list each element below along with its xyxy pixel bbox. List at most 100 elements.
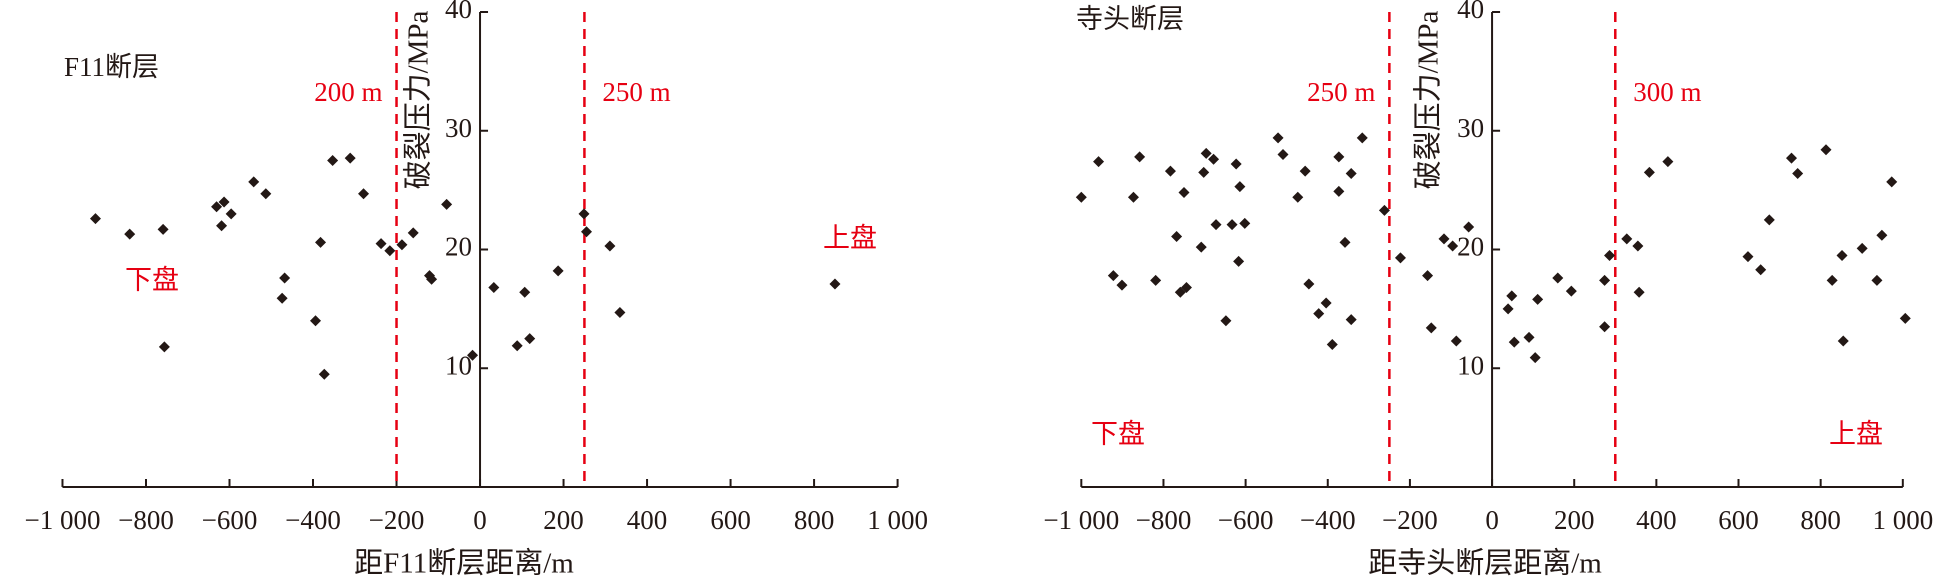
data-point [1565,285,1577,297]
data-point [1552,272,1564,284]
data-point [1621,233,1633,245]
x-tick-label: 800 [1800,505,1841,535]
y-tick-label: 30 [445,113,472,143]
data-point [1763,214,1775,226]
data-point [407,227,419,239]
hanging-wall-label: 上盘 [1829,419,1883,449]
data-point [1826,274,1838,286]
data-point [1230,158,1242,170]
data-point [1856,242,1868,254]
x-tick-label: −1 000 [24,505,100,535]
data-point [1394,252,1406,264]
y-tick-label: 20 [1457,232,1484,262]
data-point [1876,229,1888,241]
x-tick-label: −1 000 [1043,505,1119,535]
data-point [1303,278,1315,290]
data-point [1075,191,1087,203]
data-point [384,245,396,257]
data-point [1422,270,1434,282]
x-tick-label: −400 [285,505,341,535]
boundary-label: 250 m [602,77,670,107]
y-tick-label: 20 [445,232,472,262]
data-point [327,154,339,166]
data-point [1164,165,1176,177]
x-tick-label: 400 [627,505,668,535]
data-point [396,239,408,251]
data-point [519,286,531,298]
x-tick-label: 200 [1554,505,1595,535]
data-point [1093,156,1105,168]
data-point [1116,279,1128,291]
data-point [1529,352,1541,364]
boundary-label: 300 m [1633,77,1701,107]
data-point [1742,251,1754,263]
x-tick-label: −600 [1218,505,1274,535]
data-point [1899,312,1911,324]
data-point [1633,286,1645,298]
data-point [1299,165,1311,177]
x-tick-label: 0 [1485,505,1499,535]
data-point [124,228,136,240]
x-tick-label: 800 [794,505,835,535]
data-point [1171,230,1183,242]
data-point [1506,290,1518,302]
y-axis-label: 破裂压力/MPa [1412,10,1445,189]
data-point [614,306,626,318]
data-point [1820,144,1832,156]
data-point [578,208,590,220]
footwall-label: 下盘 [1091,419,1145,449]
data-point [1220,315,1232,327]
data-point [467,349,479,361]
data-point [1632,240,1644,252]
data-point [218,196,230,208]
data-point [1313,308,1325,320]
data-point [441,198,453,210]
data-point [1320,297,1332,309]
data-point [1208,153,1220,165]
data-point [1326,339,1338,350]
data-point [1792,168,1804,179]
x-tick-label: 0 [473,505,487,535]
data-point [248,176,260,188]
footwall-label: 下盘 [125,265,179,295]
x-tick-label: 600 [1718,505,1759,535]
data-point [1643,166,1655,178]
data-point [1356,132,1368,144]
x-tick-label: −200 [1382,505,1438,535]
y-tick-label: 40 [1457,0,1484,24]
x-tick-label: −800 [118,505,174,535]
data-point [1178,187,1190,198]
data-point [1599,274,1611,286]
data-point [211,201,223,213]
data-point [1755,264,1767,276]
chart-title: F11断层 [64,52,159,82]
data-point [1134,151,1146,163]
data-point [1447,240,1459,252]
data-point [1333,151,1345,163]
data-point [89,213,101,225]
data-point [1532,293,1544,305]
data-point [157,223,169,235]
data-point [1200,147,1212,159]
hanging-wall-label: 上盘 [823,223,877,253]
data-point [276,292,288,304]
data-point [1107,270,1119,282]
data-point [1195,241,1207,253]
y-tick-label: 40 [445,0,472,24]
data-point [1234,181,1246,193]
data-point [524,333,536,345]
data-point [1871,274,1883,286]
data-point [1378,204,1390,216]
data-point [1786,152,1798,164]
x-axis-label: 距寺头断层距离/m [1368,547,1602,580]
data-point [1339,236,1351,248]
data-point [1599,321,1611,333]
data-point [1292,191,1304,203]
data-point [511,340,523,352]
boundary-label: 250 m [1307,77,1375,107]
data-point [1345,168,1357,179]
data-point [260,188,272,200]
x-tick-label: 600 [710,505,751,535]
data-point [604,240,616,252]
